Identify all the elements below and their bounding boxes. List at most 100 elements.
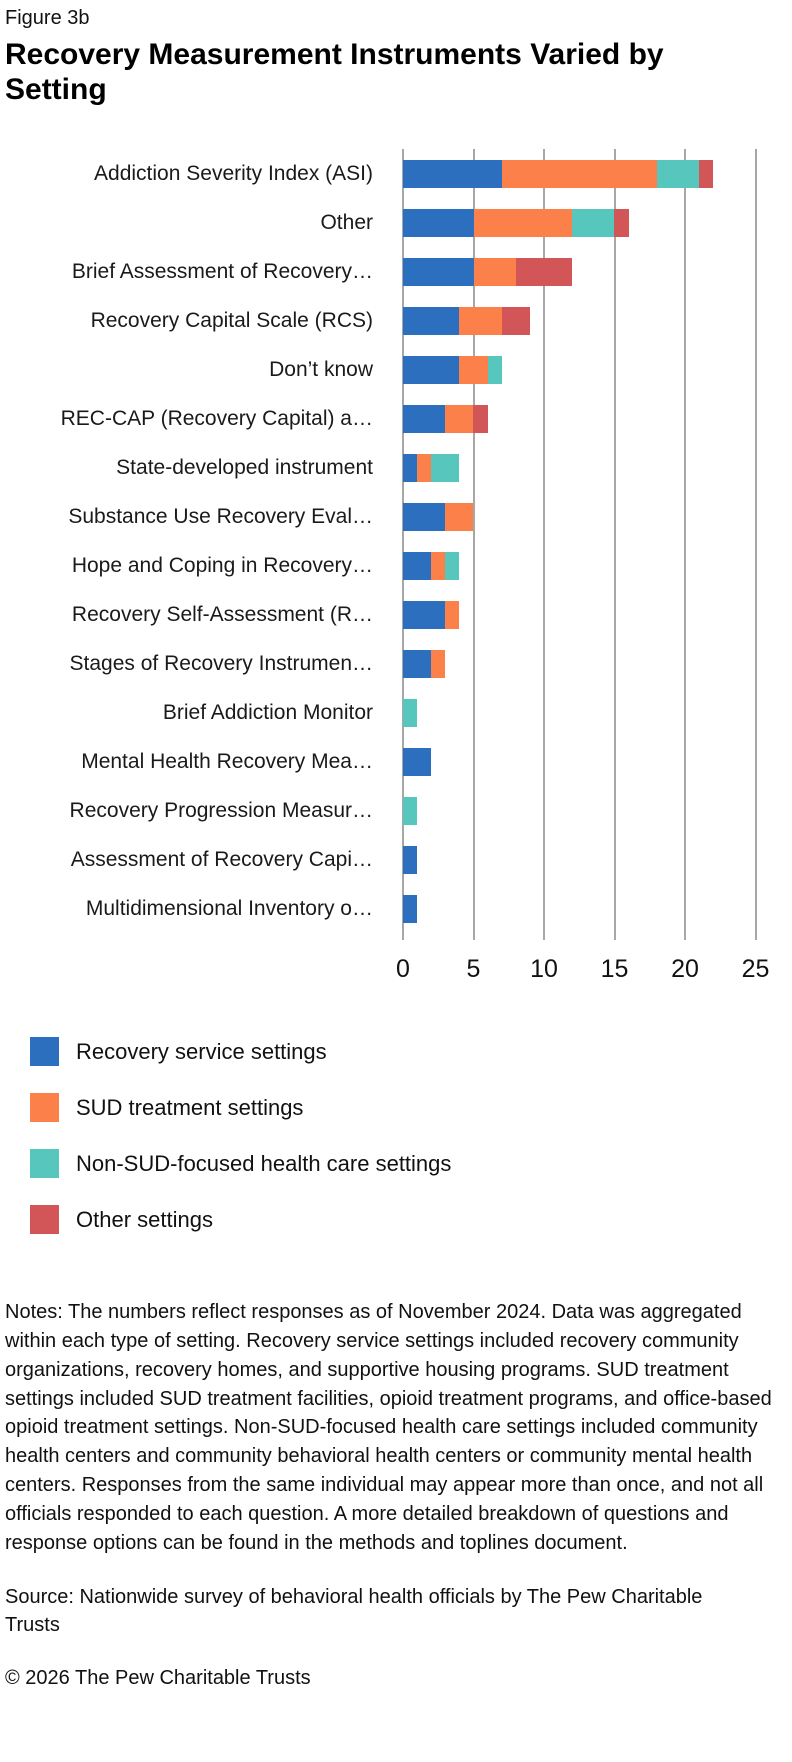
bar-stack	[403, 453, 460, 482]
bar-segment	[487, 355, 502, 384]
gridline	[754, 149, 757, 941]
bar-stack	[403, 551, 460, 580]
legend-color-chip	[30, 1037, 59, 1067]
bar-stack	[403, 698, 418, 727]
bar-segment	[431, 453, 460, 482]
bar-segment	[572, 208, 615, 237]
bar-segment	[417, 453, 432, 482]
category-label: Recovery Self-Assessment (R…	[71, 602, 373, 626]
bar-stack	[403, 747, 432, 776]
chart-row: Addiction Severity Index (ASI)	[5, 149, 784, 198]
page-title: Recovery Measurement Instruments Varied …	[5, 38, 664, 107]
bar-track	[403, 453, 460, 482]
bar-segment	[501, 306, 530, 335]
category-label: State-developed instrument	[116, 455, 373, 479]
plot-area: Addiction Severity Index (ASI) Other Brief…	[5, 149, 784, 941]
bar-segment	[403, 355, 460, 384]
bar-segment	[403, 649, 432, 678]
bar-segment	[403, 404, 446, 433]
bar-segment	[445, 551, 460, 580]
bar-stack	[403, 159, 714, 188]
bar-track	[403, 208, 629, 237]
bar-track	[403, 845, 418, 874]
bar-track	[403, 894, 418, 923]
chart-row: Recovery Self-Assessment (R…	[5, 590, 784, 639]
bar-segment	[403, 306, 460, 335]
category-label: Substance Use Recovery Eval…	[68, 504, 373, 528]
bar-segment	[403, 600, 446, 629]
bar-track	[403, 502, 474, 531]
category-label: Other	[320, 210, 373, 234]
gridline	[543, 149, 545, 941]
x-tick-label: 0	[396, 955, 410, 984]
bar-track	[403, 796, 418, 825]
bar-track	[403, 747, 432, 776]
bar-track	[403, 159, 714, 188]
bar-segment	[656, 159, 700, 188]
bar-chart: Addiction Severity Index (ASI) Other Brief…	[5, 149, 784, 987]
category-label: Addiction Severity Index (ASI)	[94, 161, 373, 185]
bar-segment	[403, 453, 418, 482]
legend: Recovery service settings SUD treatment s…	[30, 1037, 784, 1235]
x-tick-label: 10	[530, 955, 558, 984]
bar-track	[403, 649, 446, 678]
bar-rows: Addiction Severity Index (ASI) Other Brief…	[5, 149, 784, 933]
chart-row: Mental Health Recovery Mea…	[5, 737, 784, 786]
chart-row: Recovery Capital Scale (RCS)	[5, 296, 784, 345]
category-label: REC-CAP (Recovery Capital) a…	[60, 406, 373, 430]
legend-label: Other settings	[76, 1206, 213, 1232]
bar-segment	[501, 159, 657, 188]
gridline	[613, 149, 616, 941]
category-label: Brief Addiction Monitor	[162, 700, 373, 724]
x-tick-label: 20	[671, 955, 699, 984]
legend-item: Non-SUD-focused health care settings	[30, 1149, 784, 1179]
bar-segment	[473, 208, 573, 237]
bar-segment	[403, 747, 432, 776]
chart-row: Multidimensional Inventory o…	[5, 884, 784, 933]
copyright-text: © 2026 The Pew Charitable Trusts	[5, 1667, 311, 1690]
bar-segment	[459, 306, 502, 335]
category-label: Multidimensional Inventory o…	[85, 896, 373, 920]
bar-stack	[403, 796, 418, 825]
legend-item: Recovery service settings	[30, 1037, 784, 1067]
x-tick-label: 15	[600, 955, 629, 984]
figure: Figure 3b Recovery Measurement Instrumen…	[5, 6, 784, 1690]
chart-row: Brief Assessment of Recovery…	[5, 247, 784, 296]
bar-track	[403, 404, 488, 433]
gridlines	[402, 149, 775, 941]
bar-segment	[431, 551, 446, 580]
bar-stack	[403, 208, 629, 237]
bar-segment	[403, 796, 418, 825]
bar-segment	[403, 551, 432, 580]
chart-row: REC-CAP (Recovery Capital) a…	[5, 394, 784, 443]
legend-color-chip	[30, 1205, 59, 1235]
bar-segment	[459, 355, 488, 384]
bar-segment	[445, 502, 474, 531]
chart-row: Other	[5, 198, 784, 247]
bar-stack	[403, 649, 446, 678]
gridline	[402, 149, 404, 941]
bar-segment	[445, 404, 474, 433]
bar-segment	[445, 600, 460, 629]
bar-segment	[473, 257, 516, 286]
category-label: Brief Assessment of Recovery…	[71, 259, 373, 283]
category-label: Hope and Coping in Recovery…	[71, 553, 373, 577]
gridline	[684, 149, 686, 941]
chart-row: Brief Addiction Monitor	[5, 688, 784, 737]
bar-stack	[403, 355, 502, 384]
bar-segment	[403, 845, 418, 874]
category-label: Mental Health Recovery Mea…	[81, 749, 373, 773]
bar-track	[403, 355, 502, 384]
legend-label: Recovery service settings	[76, 1038, 327, 1064]
bar-track	[403, 600, 460, 629]
chart-row: Don’t know	[5, 345, 784, 394]
legend-item: Other settings	[30, 1205, 784, 1235]
legend-label: Non-SUD-focused health care settings	[76, 1150, 452, 1176]
x-tick-label: 5	[466, 955, 481, 984]
legend-color-chip	[30, 1093, 59, 1123]
bar-track	[403, 698, 418, 727]
category-label: Stages of Recovery Instrumen…	[69, 651, 373, 675]
bar-stack	[403, 257, 573, 286]
bar-stack	[403, 306, 530, 335]
chart-row: State-developed instrument	[5, 443, 784, 492]
